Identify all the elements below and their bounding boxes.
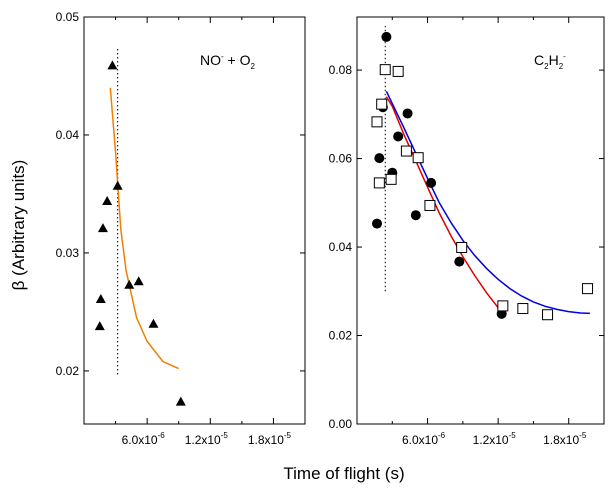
y-tick-label: 0.02 [56,364,80,378]
y-tick-label: 0.02 [329,329,353,343]
data-point-circle [426,177,437,188]
data-point-circle [454,256,465,267]
data-point-triangle [112,180,123,190]
x-tick-label: 1.2x10-5 [185,431,229,447]
data-point-square [385,173,397,185]
data-point-circle [402,108,413,119]
x-tick-label: 1.2x10-5 [473,431,517,447]
data-point-triangle [124,279,135,289]
data-point-triangle [102,196,113,206]
data-point-square [456,241,468,253]
x-tick-label: 6.0x10-6 [402,431,446,447]
y-tick-label: 0.05 [56,10,80,24]
y-tick-label: 0.04 [329,240,353,254]
data-point-triangle [175,396,186,406]
plot-frame [83,16,306,425]
panel-label-c2h2: C2H2- [534,52,566,71]
plot-frame [356,16,605,425]
data-point-square [371,116,383,128]
data-point-triangle [95,293,106,303]
data-point-square [400,145,412,157]
fit-curve-2 [385,90,590,315]
y-tick-label: 0.04 [56,128,80,142]
data-point-circle [381,31,392,42]
right-panel: 0.00 0.02 0.04 0.06 0.08 6.0x10-6 1.2x10-5 1.8x… [329,16,605,447]
data-point-square [412,152,424,164]
data-point-square [379,64,391,76]
y-axis-title: β (Arbitrary units) [9,160,28,291]
x-tick-label: 6.0x10-6 [122,431,166,447]
fit-curve-1 [109,87,180,370]
data-point-triangle [107,60,118,70]
y-tick-label: 0.03 [56,246,80,260]
data-point-square [497,300,509,312]
data-point-square [582,283,594,295]
panel-label-no-o2: NO- + O2 [200,52,256,71]
data-point-circle [393,131,404,142]
data-point-square [376,98,388,110]
data-point-square [373,177,385,189]
y-tick-label: 0.00 [329,417,353,431]
data-point-triangle [94,321,105,331]
data-point-triangle [133,276,144,286]
data-point-triangle [148,318,159,328]
data-point-circle [410,210,421,221]
x-tick-label: 1.8x10-5 [248,431,292,447]
data-point-triangle [97,223,108,233]
data-point-circle [371,218,382,229]
y-tick-label: 0.08 [329,63,353,77]
x-axis-title: Time of flight (s) [283,464,404,483]
x-tick-label: 1.8x10-5 [543,431,587,447]
fit-curve-1 [385,96,503,313]
y-tick-label: 0.06 [329,152,353,166]
data-point-square [542,309,554,321]
left-panel: 0.02 0.03 0.04 0.05 6.0x10-6 1.2x10-5 1.8x10-5… [56,10,306,447]
data-point-square [424,199,436,211]
data-point-square [392,65,404,77]
data-point-square [517,303,529,315]
data-point-circle [374,153,385,164]
